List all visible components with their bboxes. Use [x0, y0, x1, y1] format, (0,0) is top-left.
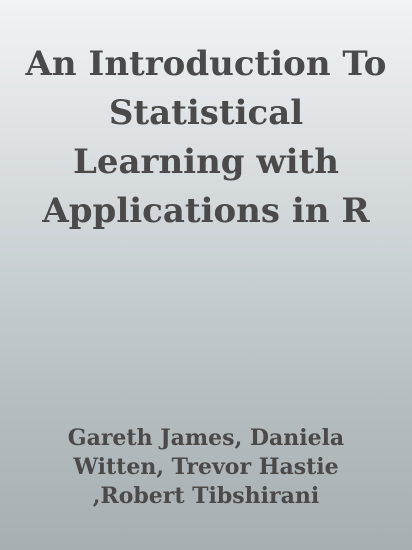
title-line-4: Applications in R — [42, 191, 370, 231]
title-line-3: Learning with — [72, 142, 340, 182]
authors-line-3: ,Robert Tibshirani — [92, 483, 320, 509]
authors-line-1: Gareth James, Daniela — [67, 425, 345, 451]
book-title: An Introduction To Statistical Learning … — [0, 40, 412, 236]
book-authors: Gareth James, Daniela Witten, Trevor Has… — [0, 424, 412, 511]
authors-line-2: Witten, Trevor Hastie — [73, 454, 339, 480]
title-line-2: Statistical — [108, 93, 304, 133]
title-line-1: An Introduction To — [25, 44, 387, 84]
